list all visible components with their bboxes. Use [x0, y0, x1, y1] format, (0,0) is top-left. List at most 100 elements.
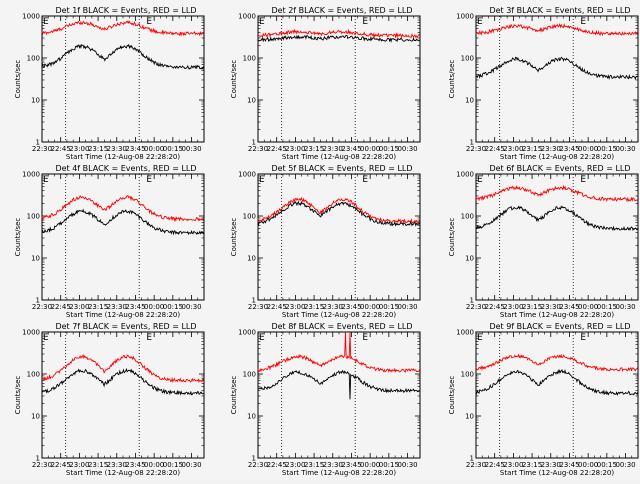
series-lld-line — [41, 20, 204, 37]
event-marker: E — [477, 17, 483, 27]
event-marker: E — [259, 333, 265, 343]
chart-title: Det 7f BLACK = Events, RED = LLD — [55, 322, 196, 331]
x-tick-label: 22:30 — [248, 303, 268, 311]
event-marker: E — [580, 175, 586, 185]
x-tick-label: 23:00 — [69, 145, 89, 153]
x-tick-label: 22:30 — [466, 145, 486, 153]
series-events-line — [257, 34, 420, 43]
event-marker: E — [580, 333, 586, 343]
x-tick-label: 23:30 — [323, 461, 343, 469]
y-tick-label: 1000 — [456, 171, 474, 179]
x-tick-label: 22:45 — [267, 303, 287, 311]
y-tick-label: 100 — [243, 371, 256, 379]
plot-frame — [475, 331, 639, 459]
y-tick-label: 10 — [31, 255, 40, 263]
y-axis-label: Counts/sec — [448, 376, 456, 415]
event-marker: E — [146, 333, 152, 343]
x-tick-label: 23:30 — [107, 303, 127, 311]
y-tick-label: 1000 — [238, 171, 256, 179]
x-tick-label: 23:15 — [88, 303, 108, 311]
x-tick-label: 00:15 — [163, 461, 183, 469]
series-events-line — [475, 56, 638, 81]
y-axis-label: Counts/sec — [14, 376, 22, 415]
x-tick-label: 23:45 — [341, 303, 361, 311]
y-tick-label: 100 — [27, 55, 40, 63]
x-axis-label: Start Time (12-Aug-08 22:28:20) — [66, 153, 180, 161]
x-tick-label: 22:45 — [51, 145, 71, 153]
x-tick-label: 23:15 — [522, 145, 542, 153]
event-marker: E — [580, 17, 586, 27]
x-tick-label: 22:30 — [248, 461, 268, 469]
y-tick-label: 1 — [36, 139, 40, 147]
x-tick-label: 23:45 — [125, 461, 145, 469]
x-tick-label: 22:30 — [466, 303, 486, 311]
event-marker: E — [43, 17, 49, 27]
x-tick-label: 00:15 — [163, 145, 183, 153]
x-tick-label: 23:15 — [522, 303, 542, 311]
chart-title: Det 3f BLACK = Events, RED = LLD — [489, 6, 630, 15]
series-events-line — [257, 369, 420, 400]
y-tick-label: 10 — [31, 413, 40, 421]
x-tick-label: 00:30 — [181, 303, 201, 311]
series-events-line — [257, 200, 420, 227]
x-axis-label: Start Time (12-Aug-08 22:28:20) — [282, 311, 396, 319]
x-tick-label: 22:30 — [248, 145, 268, 153]
x-tick-label: 00:30 — [397, 145, 417, 153]
y-tick-label: 1000 — [238, 13, 256, 21]
x-tick-label: 22:45 — [485, 145, 505, 153]
y-axis-label: Counts/sec — [14, 218, 22, 257]
chart-title: Det 5f BLACK = Events, RED = LLD — [271, 164, 412, 173]
x-tick-label: 22:30 — [32, 303, 52, 311]
x-tick-label: 23:30 — [541, 303, 561, 311]
event-marker: E — [477, 333, 483, 343]
y-tick-label: 1000 — [22, 171, 40, 179]
y-axis-label: Counts/sec — [230, 60, 238, 99]
series-lld-line — [257, 28, 420, 39]
y-tick-label: 10 — [465, 413, 474, 421]
x-tick-label: 23:00 — [69, 461, 89, 469]
x-tick-label: 23:15 — [304, 303, 324, 311]
x-tick-label: 00:30 — [615, 461, 635, 469]
x-tick-label: 23:45 — [559, 461, 579, 469]
x-tick-label: 23:45 — [125, 145, 145, 153]
series-lld-line — [41, 194, 204, 223]
x-axis-label: Start Time (12-Aug-08 22:28:20) — [500, 153, 614, 161]
event-marker: E — [259, 17, 265, 27]
chart-title: Det 8f BLACK = Events, RED = LLD — [271, 322, 412, 331]
x-tick-label: 23:00 — [503, 145, 523, 153]
x-tick-label: 23:15 — [522, 461, 542, 469]
plot-frame — [41, 331, 205, 459]
x-tick-label: 23:30 — [107, 461, 127, 469]
x-tick-label: 23:15 — [304, 145, 324, 153]
event-marker: E — [43, 175, 49, 185]
plot-frame — [257, 331, 421, 459]
chart-panel-5: Det 5f BLACK = Events, RED = LLD Counts/s… — [230, 164, 421, 319]
x-tick-label: 23:30 — [541, 461, 561, 469]
event-marker: E — [477, 175, 483, 185]
series-lld-line — [475, 184, 638, 203]
series-events-line — [41, 208, 204, 236]
x-tick-label: 23:45 — [559, 145, 579, 153]
chart-panel-9: Det 9f BLACK = Events, RED = LLD Counts/s… — [448, 322, 639, 477]
x-tick-label: 23:45 — [341, 145, 361, 153]
x-tick-label: 00:15 — [379, 303, 399, 311]
x-tick-label: 23:00 — [503, 461, 523, 469]
x-axis-label: Start Time (12-Aug-08 22:28:20) — [500, 311, 614, 319]
y-tick-label: 1000 — [22, 329, 40, 337]
chart-panel-4: Det 4f BLACK = Events, RED = LLD Counts/s… — [14, 164, 205, 319]
x-tick-label: 22:45 — [485, 303, 505, 311]
event-marker: E — [362, 175, 368, 185]
series-events-line — [41, 367, 204, 396]
y-tick-label: 1 — [252, 297, 256, 305]
y-tick-label: 1 — [470, 297, 474, 305]
y-axis-label: Counts/sec — [230, 218, 238, 257]
chart-panel-7: Det 7f BLACK = Events, RED = LLD Counts/s… — [14, 322, 205, 477]
series-lld-line — [257, 197, 420, 225]
event-marker: E — [43, 333, 49, 343]
series-lld-line — [41, 353, 204, 384]
x-tick-label: 00:00 — [144, 303, 164, 311]
y-tick-label: 10 — [465, 255, 474, 263]
x-tick-label: 00:00 — [144, 461, 164, 469]
x-tick-label: 22:30 — [466, 461, 486, 469]
